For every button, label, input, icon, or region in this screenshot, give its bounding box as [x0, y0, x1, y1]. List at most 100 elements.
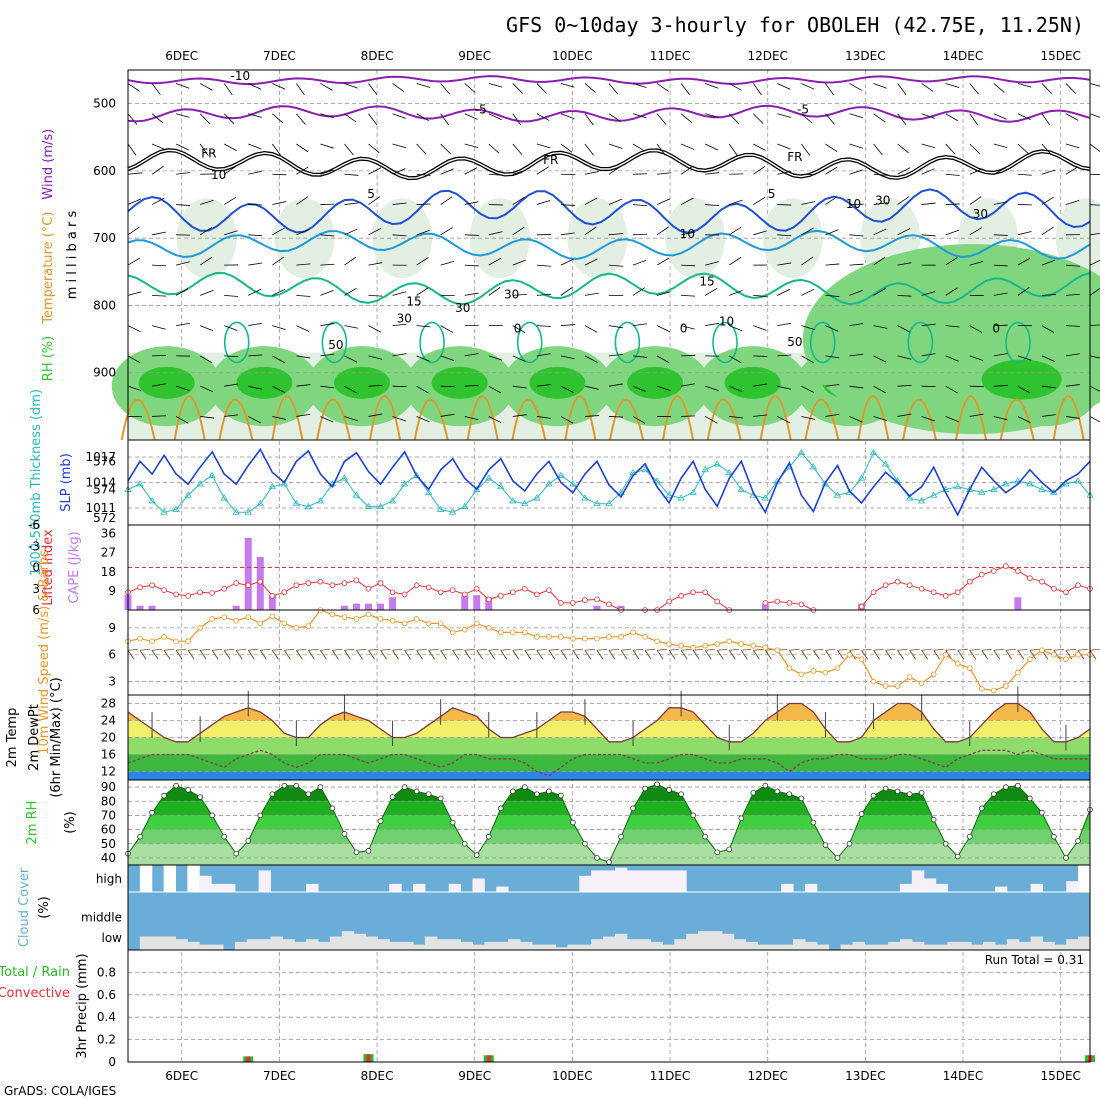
wind-barb — [728, 113, 740, 125]
surface-wind-barb-staff — [296, 648, 307, 651]
surface-wind-barb-staff — [789, 648, 800, 651]
contour-label: FR — [543, 153, 558, 167]
bottom-day-label: 12DEC — [747, 1069, 787, 1083]
wind-barb — [344, 143, 354, 156]
surface-wind-barb — [909, 649, 917, 660]
high-cloud-bar — [591, 870, 604, 892]
rh-marker — [738, 815, 745, 822]
low-cloud-bar — [460, 941, 473, 950]
wind-speed-marker — [509, 629, 516, 636]
thickness-marker — [473, 485, 481, 492]
li-marker — [365, 585, 372, 592]
high-cloud-bar — [1066, 881, 1079, 892]
wind-barb — [849, 143, 863, 149]
rh-band — [128, 801, 1090, 816]
low-cloud-bar — [757, 944, 770, 950]
wind-barb — [488, 416, 502, 424]
low-cloud-bar — [614, 933, 628, 950]
li-marker — [702, 589, 708, 596]
rh-marker — [858, 811, 865, 817]
low-cloud-bar — [686, 933, 699, 950]
precip-frame — [127, 949, 1091, 1063]
wind-barb — [560, 113, 575, 119]
surface-wind-barb — [921, 649, 929, 660]
contour-label: FR — [787, 150, 802, 164]
li-marker — [281, 589, 288, 596]
thickness-marker — [412, 471, 421, 478]
wind-speed-marker — [726, 638, 733, 645]
cape-bar — [352, 603, 360, 610]
wind-barb — [560, 258, 574, 266]
surface-wind-barb-staff — [669, 648, 680, 651]
low-cloud-bar — [139, 936, 153, 950]
wind-barb — [392, 168, 406, 175]
thickness-tick: 574 — [93, 483, 116, 497]
wind-barb — [151, 383, 166, 387]
bottom-day-label: 8DEC — [361, 1069, 394, 1083]
low-cloud-bar — [769, 944, 782, 950]
thickness-marker — [569, 480, 577, 487]
rh-marker — [570, 819, 576, 826]
wind-barb — [608, 233, 623, 236]
wind-barb — [777, 416, 790, 424]
li-marker — [582, 597, 588, 603]
cape-bar — [761, 603, 769, 610]
wind-barb — [801, 201, 816, 205]
low-cloud-bar — [401, 941, 414, 950]
isotherm-30-loop — [369, 395, 402, 441]
wind-barb — [608, 83, 619, 95]
surface-wind-barb — [680, 649, 688, 660]
isotherm-minus10 — [127, 75, 1091, 86]
surface-wind-barb — [271, 649, 279, 660]
li-marker — [1039, 578, 1045, 585]
wind-barb — [921, 234, 936, 237]
wind-barb — [777, 262, 792, 266]
wind-barb — [608, 353, 623, 357]
wind-speed-marker — [221, 614, 228, 620]
surface-wind-barb-staff — [428, 648, 439, 651]
low-cloud-bar — [377, 939, 390, 950]
rh-marker — [485, 833, 492, 840]
thickness-marker — [905, 494, 914, 501]
li-line — [127, 565, 1091, 611]
wind-barb — [945, 113, 958, 122]
low-cloud-bar — [638, 939, 652, 950]
wind-barb — [416, 113, 429, 122]
rh-unit: (%) — [63, 811, 78, 834]
contour-label: 30 — [504, 288, 519, 302]
wind-barb — [320, 290, 334, 296]
wind-barb — [368, 228, 382, 236]
wind-barb — [464, 201, 479, 205]
wind-speed-marker — [197, 625, 203, 631]
isotherm-15-loop — [809, 321, 836, 364]
wind-barb — [127, 113, 138, 125]
wind-barb — [801, 143, 810, 156]
surface-wind-barb-staff — [536, 648, 547, 651]
wind-barb — [224, 325, 238, 331]
wind-barb — [560, 324, 575, 327]
bottom-day-label: 15DEC — [1040, 1069, 1080, 1083]
wind-speed-marker — [425, 620, 432, 627]
wind-barb — [199, 143, 209, 156]
wind-barb — [825, 294, 840, 297]
wind-barb — [200, 290, 214, 296]
wind-barb — [969, 413, 984, 417]
rh-tick: 70 — [101, 808, 116, 822]
wind-barb — [296, 355, 311, 359]
wind-barb — [1017, 355, 1032, 361]
surface-wind-barb — [656, 649, 664, 660]
thickness-marker — [1026, 480, 1034, 487]
li-marker — [606, 601, 612, 608]
wind-barb — [176, 322, 190, 327]
rh-marker — [293, 782, 300, 789]
low-cloud-bar — [994, 944, 1008, 950]
low-cloud-bar — [591, 939, 604, 950]
wind-barb — [921, 416, 936, 422]
wind-barb — [753, 325, 767, 331]
wind-barb — [392, 323, 407, 327]
rh-marker — [317, 784, 324, 790]
wind-speed-marker — [1063, 656, 1069, 663]
wind-barb — [512, 414, 527, 417]
surface-wind-barb — [644, 649, 652, 660]
wind-barb — [873, 228, 887, 236]
